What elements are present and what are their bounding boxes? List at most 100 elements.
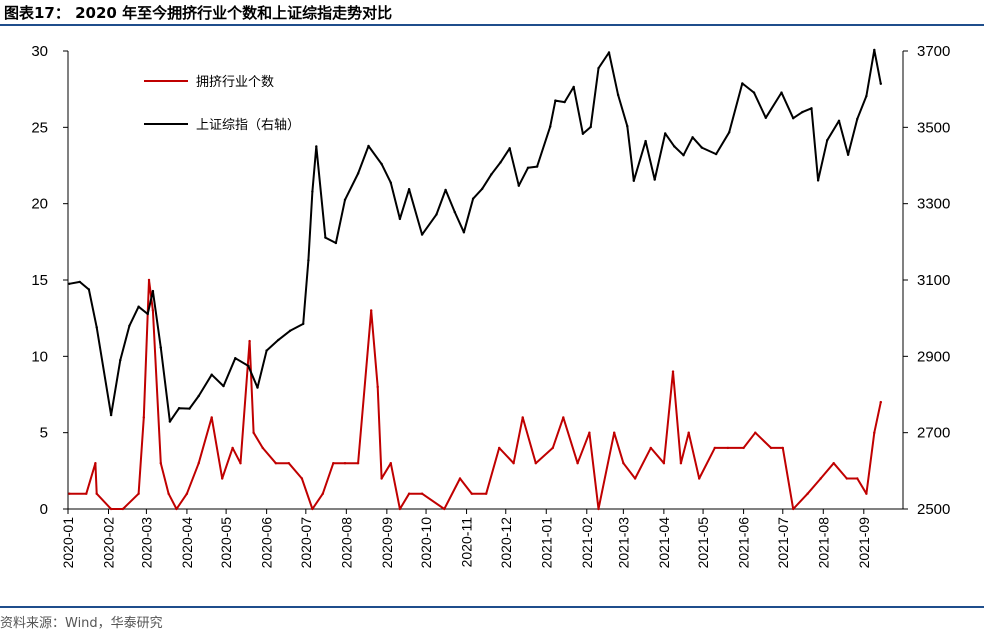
series-1-point bbox=[197, 394, 200, 398]
x-tick-label: 2020-01 bbox=[60, 517, 76, 569]
series-1-point bbox=[653, 178, 656, 181]
series-1-point bbox=[508, 147, 511, 150]
series-0-point bbox=[231, 446, 234, 450]
series-0-point bbox=[68, 492, 71, 495]
series-0-point bbox=[597, 507, 600, 511]
series-0-point bbox=[147, 278, 151, 282]
series-line-0 bbox=[69, 279, 882, 510]
y-left-tick-label: 5 bbox=[40, 425, 48, 442]
series-0-point bbox=[873, 431, 876, 434]
series-1-point bbox=[664, 132, 667, 135]
series-1-point bbox=[398, 217, 402, 221]
series-1-point bbox=[87, 288, 91, 291]
series-1-point bbox=[535, 165, 539, 168]
series-0-point bbox=[671, 370, 675, 373]
series-1-point bbox=[389, 181, 392, 184]
y-right-tick-label: 3300 bbox=[917, 196, 950, 213]
series-1-point bbox=[119, 358, 122, 362]
series-0-point bbox=[210, 416, 213, 419]
top-rule bbox=[0, 24, 984, 26]
series-0-point bbox=[742, 446, 745, 450]
x-tick-label: 2021-06 bbox=[736, 517, 752, 569]
series-0-point bbox=[311, 507, 314, 511]
x-tick-label: 2021-05 bbox=[695, 517, 711, 569]
series-1-point bbox=[222, 384, 225, 388]
series-1-point bbox=[256, 386, 259, 389]
series-1-point bbox=[879, 82, 882, 86]
series-0-point bbox=[142, 416, 145, 419]
series-0-point bbox=[679, 462, 683, 465]
series-1-point bbox=[691, 136, 694, 139]
series-1-point bbox=[324, 236, 327, 239]
series-0-point bbox=[498, 446, 501, 450]
series-0-point bbox=[485, 492, 488, 495]
series-0-point bbox=[769, 446, 773, 450]
series-1-point bbox=[128, 324, 131, 327]
series-1-point bbox=[741, 82, 744, 85]
y-left-tick-label: 10 bbox=[31, 348, 48, 365]
x-tick-label: 2020-02 bbox=[101, 517, 117, 569]
series-1-point bbox=[581, 132, 585, 135]
series-1-point bbox=[356, 172, 360, 175]
series-1-point bbox=[159, 346, 162, 349]
x-tick-label: 2020-08 bbox=[338, 517, 354, 569]
series-0-point bbox=[551, 446, 554, 450]
series-0-point bbox=[167, 492, 170, 495]
series-0-point bbox=[443, 507, 446, 511]
series-layer bbox=[68, 48, 882, 511]
series-1-point bbox=[265, 349, 268, 352]
x-tick-label: 2021-01 bbox=[538, 517, 554, 569]
series-0-point bbox=[137, 492, 140, 495]
series-0-point bbox=[458, 477, 462, 480]
series-1-point bbox=[462, 231, 466, 234]
series-1-point bbox=[315, 145, 318, 148]
series-1-point bbox=[234, 357, 237, 360]
series-0-point bbox=[121, 507, 125, 511]
series-0-point bbox=[85, 492, 88, 495]
x-tick-label: 2020-11 bbox=[459, 517, 475, 568]
series-1-point bbox=[846, 153, 850, 156]
series-1-point bbox=[151, 289, 155, 293]
series-1-point bbox=[810, 107, 813, 110]
series-0-point bbox=[588, 431, 591, 434]
x-tick-label: 2020-07 bbox=[298, 517, 314, 569]
series-0-point bbox=[239, 462, 242, 465]
series-1-point bbox=[499, 161, 502, 164]
x-tick-label: 2021-09 bbox=[856, 517, 872, 569]
series-1-point bbox=[188, 407, 191, 410]
series-1-point bbox=[471, 197, 475, 200]
series-0-point bbox=[576, 462, 579, 465]
series-line-1 bbox=[69, 48, 882, 423]
y-right-tick-label: 2500 bbox=[917, 501, 950, 518]
series-1-point bbox=[343, 198, 347, 201]
series-0-point bbox=[175, 507, 178, 511]
series-0-point bbox=[534, 462, 537, 465]
series-1-point bbox=[865, 94, 868, 98]
series-1-point bbox=[572, 85, 575, 89]
series-1-point bbox=[589, 125, 592, 129]
series-1-point bbox=[109, 413, 113, 417]
y-left-tick-label: 25 bbox=[31, 119, 48, 136]
series-1-point bbox=[481, 187, 484, 190]
series-1-point bbox=[453, 210, 456, 214]
series-1-point bbox=[517, 184, 520, 187]
series-0-point bbox=[512, 462, 515, 465]
series-1-point bbox=[137, 305, 140, 308]
y-right-tick-label: 2700 bbox=[917, 425, 950, 442]
x-tick-label: 2021-07 bbox=[775, 517, 791, 569]
series-0-point bbox=[865, 492, 868, 495]
series-0-point bbox=[151, 309, 155, 312]
series-1-point bbox=[728, 131, 731, 134]
series-0-point bbox=[879, 400, 882, 404]
axes-group: 0 5 10 15 20 25 30 2500 2700 2900 3100 3300 3500 3700… bbox=[31, 43, 950, 568]
series-1-point bbox=[673, 145, 676, 148]
series-1-point bbox=[856, 117, 859, 121]
series-0-point bbox=[819, 477, 822, 480]
series-1-point bbox=[626, 125, 629, 128]
series-0-point bbox=[698, 477, 701, 480]
y-left-tick-label: 0 bbox=[40, 501, 48, 518]
series-0-point bbox=[376, 385, 379, 389]
series-0-point bbox=[185, 492, 189, 495]
series-1-point bbox=[752, 91, 756, 94]
y-right-tick-label: 3700 bbox=[917, 43, 950, 60]
